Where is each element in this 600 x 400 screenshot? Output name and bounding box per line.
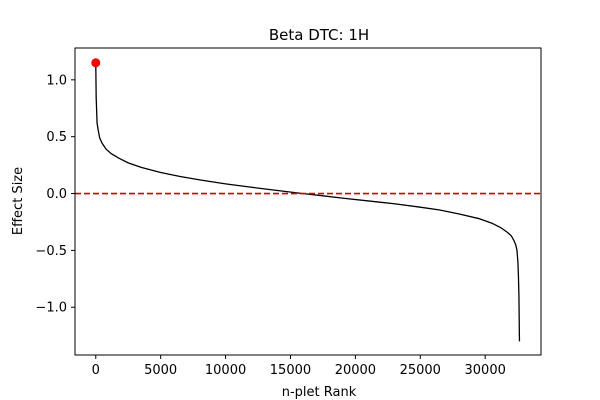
- y-tick-label: 0.0: [46, 187, 67, 202]
- x-axis-label: n-plet Rank: [282, 385, 357, 400]
- plot-frame: [74, 47, 542, 356]
- x-tick-label: 15000: [270, 363, 311, 378]
- y-tick-label: 0.5: [46, 130, 67, 145]
- plot-area: [75, 58, 541, 342]
- series-line-0: [95, 62, 521, 342]
- chart-title: Beta DTC: 1H: [269, 26, 369, 44]
- y-tick-label: 1.0: [46, 73, 67, 88]
- x-axis: 0 5000 10000 15000 20000 25000 30000: [92, 355, 506, 378]
- y-axis-label: Effect Size: [11, 167, 26, 235]
- x-tick-label: 25000: [400, 363, 441, 378]
- x-tick-label: 20000: [335, 363, 376, 378]
- y-tick-label: −0.5: [35, 244, 67, 259]
- highlight-point: [91, 58, 101, 68]
- x-tick-label: 0: [92, 363, 100, 378]
- y-tick-label: −1.0: [35, 301, 67, 316]
- x-tick-label: 30000: [465, 363, 506, 378]
- x-tick-label: 5000: [144, 363, 177, 378]
- y-axis: −1.0 −0.5 0.0 0.5 1.0: [35, 73, 75, 316]
- x-tick-label: 10000: [205, 363, 246, 378]
